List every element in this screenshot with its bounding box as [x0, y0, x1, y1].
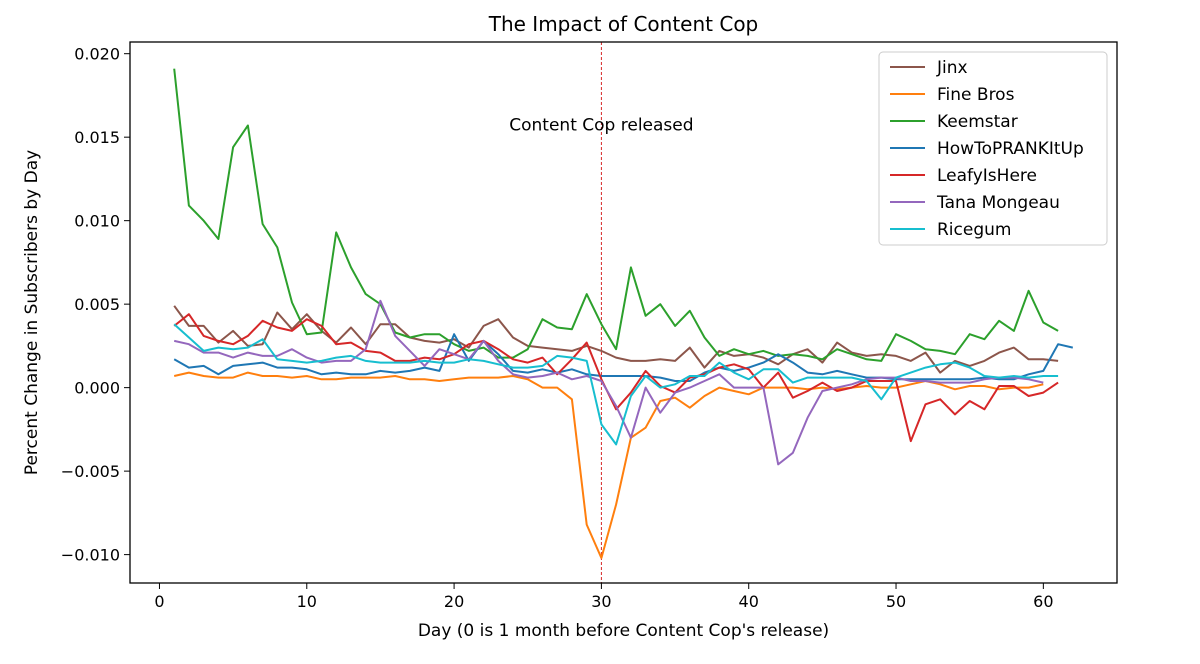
x-axis-title: Day (0 is 1 month before Content Cop's r… — [418, 621, 829, 641]
y-tick-label: 0.020 — [74, 45, 120, 64]
chart-title: The Impact of Content Cop — [488, 12, 759, 36]
legend-frame — [878, 51, 1108, 246]
x-tick-label: 30 — [591, 592, 611, 611]
content-cop-annotation: Content Cop released — [509, 115, 693, 135]
y-axis-title: Percent Change in Subscribers by Day — [22, 150, 42, 475]
legend-label-fine-bros: Fine Bros — [937, 85, 1015, 105]
legend-label-keemstar: Keemstar — [937, 112, 1018, 132]
legend-label-jinx: Jinx — [936, 58, 968, 78]
series-line-howtoprankitup — [173, 333, 1074, 382]
x-tick-label: 20 — [444, 592, 464, 611]
series-line-ricegum — [173, 323, 1059, 446]
x-tick-label: 0 — [154, 592, 164, 611]
legend: Jinx Fine Bros Keemstar HowToPRANKItUp Leafy… — [878, 51, 1108, 246]
y-tick-label: 0.005 — [74, 295, 120, 314]
x-tick-label: 10 — [297, 592, 317, 611]
y-tick-label: 0.000 — [74, 379, 120, 398]
series-line-leafyishere — [173, 313, 1059, 443]
series-line-keemstar — [173, 68, 1059, 362]
x-tick-label: 60 — [1033, 592, 1053, 611]
y-tick-label: 0.010 — [74, 212, 120, 231]
y-tick-label: 0.015 — [74, 128, 120, 147]
legend-label-ricegum: Ricegum — [937, 220, 1011, 240]
legend-label-leafyishere: LeafyIsHere — [937, 166, 1037, 186]
plot-area-frame — [129, 41, 1118, 584]
y-tick-label: −0.010 — [61, 546, 120, 565]
x-tick-label: 40 — [739, 592, 759, 611]
series-line-tana-mongeau — [173, 299, 1044, 466]
legend-label-tana-mongeau: Tana Mongeau — [936, 193, 1060, 213]
y-tick-label: −0.005 — [61, 462, 120, 481]
x-tick-label: 50 — [886, 592, 906, 611]
legend-label-howtoprankitup: HowToPRANKItUp — [937, 139, 1084, 159]
series-line-fine-bros — [173, 371, 1044, 559]
